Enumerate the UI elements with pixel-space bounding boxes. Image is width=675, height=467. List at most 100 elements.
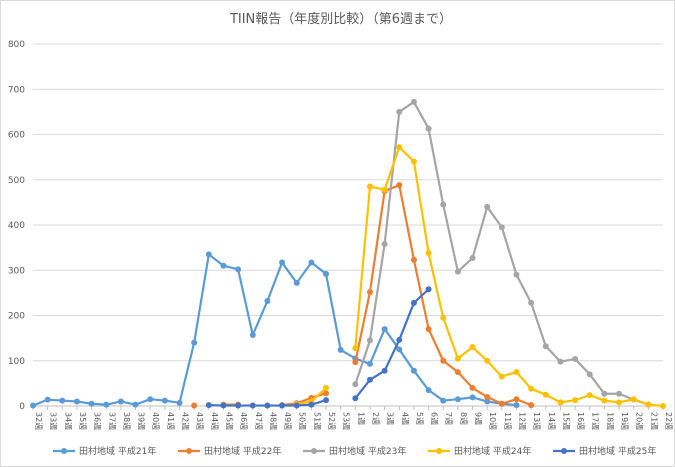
data-point [396,182,403,189]
x-tick-label: 6週 [430,412,439,425]
data-point [440,397,447,404]
legend-label: 田村地域 平成23年 [329,445,406,457]
legend-label: 田村地域 平成22年 [204,445,281,457]
data-point [498,373,505,380]
y-tick-label: 500 [8,176,25,186]
data-point [469,344,476,351]
data-point [308,259,315,266]
data-point [528,385,535,392]
y-tick-label: 0 [19,402,25,412]
series-line [31,253,518,407]
data-point [323,270,330,277]
data-point [498,224,505,231]
x-tick-label: 46週 [239,412,248,430]
x-tick-label: 38週 [122,412,131,430]
data-point [542,391,549,398]
legend-item: 田村地域 平成25年 [553,445,656,457]
x-tick-label: 48週 [268,412,277,430]
data-point [630,396,637,403]
data-point [176,399,183,406]
data-point [498,400,505,407]
data-point [366,183,373,190]
data-point [586,392,593,399]
legend-label: 田村地域 平成25年 [579,445,656,457]
x-tick-label: 20週 [635,412,644,430]
series-line [354,288,430,400]
data-point [366,288,373,295]
data-point [161,397,168,404]
x-tick-label: 14週 [547,412,556,430]
data-point [132,401,139,408]
x-tick-label: 21週 [649,412,658,430]
data-point [425,286,432,293]
series [30,251,520,409]
x-tick-label: 2週 [371,412,380,425]
data-point [616,399,623,406]
series [293,144,666,409]
data-point [601,397,608,404]
x-tick-label: 19週 [620,412,629,430]
data-point [425,250,432,257]
x-axis: 32週 33週 34週 35週 36週 37週 38週 39週 40週 41週 42週 43週 44週 4… [32,405,673,430]
data-point [44,396,51,403]
data-point [366,337,373,344]
series-line [354,146,665,408]
data-point [279,259,286,266]
data-point [484,393,491,400]
data-point [381,367,388,374]
data-point [542,343,549,350]
x-tick-label: 34週 [63,412,72,430]
data-point [586,371,593,378]
legend-item: 田村地域 平成22年 [178,445,281,457]
x-tick-label: 10週 [488,412,497,430]
gridlines [33,43,663,407]
data-point [601,390,608,397]
legend: 田村地域 平成21年 田村地域 平成22年 田村地域 平成23年 田村地域 平成24年… [53,445,656,457]
series [205,286,432,409]
data-point [147,396,154,403]
data-point [484,203,491,210]
data-point [616,390,623,397]
data-point [425,326,432,333]
data-point [308,401,315,408]
data-point [513,402,520,409]
data-point [469,394,476,401]
x-tick-label: 36週 [93,412,102,430]
x-tick-label: 33週 [49,412,58,430]
data-point [572,397,579,404]
data-point [73,398,80,405]
data-point [454,355,461,362]
legend-item: 田村地域 平成21年 [53,445,156,457]
data-point [366,376,373,383]
series-group [30,98,666,409]
x-tick-label: 53週 [342,412,351,430]
data-point [249,331,256,338]
y-tick-label: 100 [8,357,25,367]
data-point [528,402,535,409]
data-point [205,251,212,258]
data-point [264,402,271,409]
data-point [191,402,198,409]
data-point [513,396,520,403]
data-point [220,262,227,269]
x-tick-label: 11週 [503,412,512,430]
y-tick-label: 200 [8,312,25,322]
data-point [205,402,212,409]
x-tick-label: 44週 [210,412,219,430]
data-point [396,346,403,353]
data-point [469,255,476,262]
data-point [513,369,520,376]
data-point [352,381,359,388]
data-point [323,390,330,397]
legend-swatch-marker [311,448,317,454]
data-point [59,397,66,404]
x-tick-label: 50週 [298,412,307,430]
chart-title: TIIN報告（年度別比較）（第6週まで） [229,11,452,27]
y-tick-label: 800 [8,40,25,50]
data-point [337,346,344,353]
x-tick-label: 37週 [107,412,116,430]
data-point [557,399,564,406]
data-point [425,387,432,394]
